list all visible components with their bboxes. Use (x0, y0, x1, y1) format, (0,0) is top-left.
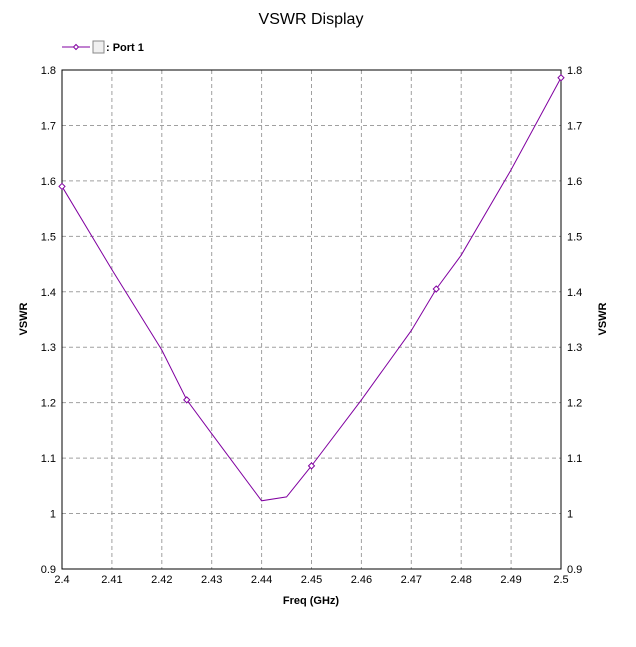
y-tick-label-right: 1.4 (567, 287, 582, 299)
y-tick-label-right: 1 (567, 509, 573, 521)
y-tick-label: 1.7 (41, 120, 56, 132)
y-axis-label-right: VSWR (597, 302, 609, 335)
x-tick-label: 2.44 (251, 574, 272, 586)
y-tick-label-right: 1.7 (567, 120, 582, 132)
data-point-marker (432, 285, 440, 293)
y-tick-label-right: 1.6 (567, 176, 582, 188)
legend-label: : Port 1 (106, 42, 144, 54)
y-tick-label-right: 1.2 (567, 398, 582, 410)
data-point-marker (307, 462, 316, 470)
y-axis-label: VSWR (18, 302, 30, 335)
data-point-marker (557, 74, 565, 82)
plot-frame (61, 69, 562, 570)
y-tick-label: 1.5 (41, 231, 56, 243)
x-tick-label: 2.46 (351, 574, 372, 586)
x-tick-label: 2.4 (54, 574, 69, 586)
x-tick-label: 2.49 (500, 574, 521, 586)
x-axis-label: Freq (GHz) (283, 595, 340, 607)
y-tick-label: 0.9 (41, 564, 56, 576)
y-tick-label-right: 1.1 (567, 453, 582, 465)
data-point-marker (58, 182, 66, 191)
legend-swatch-icon (92, 40, 105, 54)
y-tick-label-right: 1.5 (567, 231, 582, 243)
y-tick-label: 1.4 (41, 287, 56, 299)
legend-marker (72, 43, 80, 51)
x-tick-label: 2.47 (401, 574, 422, 586)
y-tick-label-right: 0.9 (567, 564, 582, 576)
y-tick-label: 1.8 (41, 65, 56, 77)
series-line (61, 77, 562, 502)
x-tick-label: 2.42 (151, 574, 172, 586)
y-tick-label: 1 (50, 509, 56, 521)
y-tick-label-right: 1.3 (567, 342, 582, 354)
legend: : Port 1 (62, 40, 144, 54)
y-tick-label: 1.3 (41, 342, 56, 354)
y-tick-label: 1.2 (41, 398, 56, 410)
data-point-marker (183, 396, 191, 404)
chart-title: VSWR Display (259, 11, 364, 28)
x-tick-label: 2.41 (101, 574, 122, 586)
x-tick-label: 2.43 (201, 574, 222, 586)
x-tick-label: 2.45 (301, 574, 322, 586)
y-tick-label: 1.6 (41, 176, 56, 188)
x-tick-label: 2.48 (450, 574, 471, 586)
y-tick-label-right: 1.8 (567, 65, 582, 77)
y-tick-label: 1.1 (41, 453, 56, 465)
x-tick-label: 2.5 (553, 574, 568, 586)
